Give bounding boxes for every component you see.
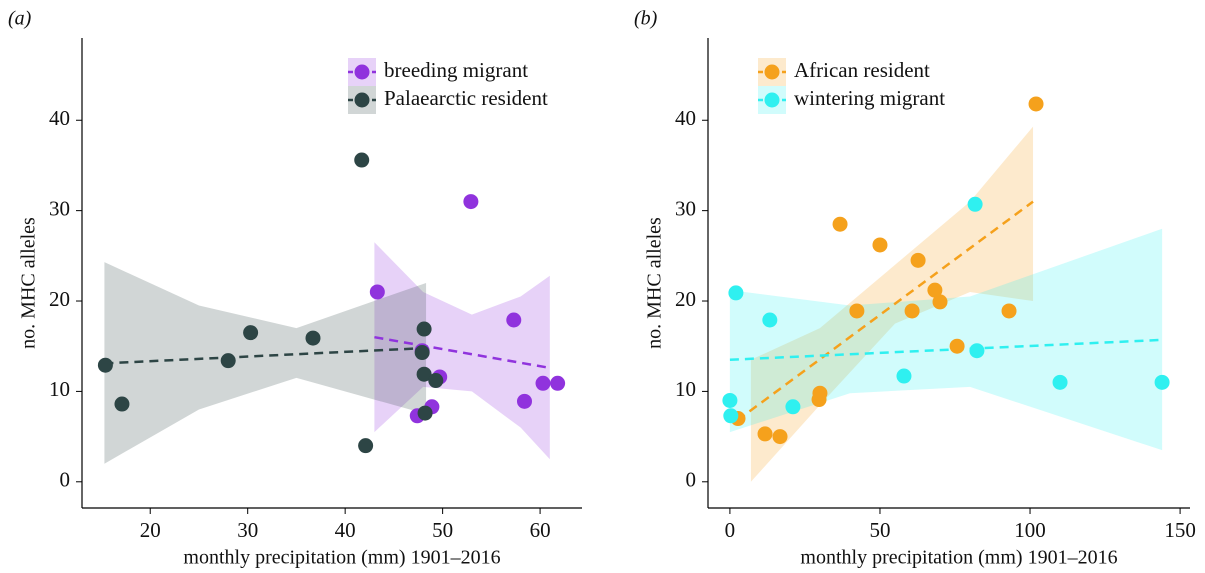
data-point — [243, 325, 259, 341]
data-point — [872, 237, 888, 253]
data-point — [114, 396, 130, 412]
x-tick-label: 60 — [530, 518, 551, 542]
data-point — [535, 375, 551, 391]
data-point — [305, 330, 321, 346]
confidence-band — [104, 262, 427, 464]
data-point — [1052, 374, 1068, 390]
legend-key-point — [354, 92, 370, 108]
data-point — [1028, 96, 1044, 112]
y-tick-label: 30 — [675, 196, 696, 220]
data-point — [785, 399, 801, 415]
confidence-band — [374, 242, 550, 460]
data-point — [516, 393, 532, 409]
y-tick-label: 40 — [675, 106, 696, 130]
y-tick-label: 20 — [49, 287, 70, 311]
data-point — [932, 294, 948, 310]
data-point — [949, 338, 965, 354]
legend-key-point — [354, 64, 370, 80]
trend-line — [104, 346, 427, 365]
y-tick-label: 10 — [675, 377, 696, 401]
data-point — [463, 194, 479, 210]
data-point — [927, 282, 943, 298]
trend-line — [729, 338, 1163, 362]
data-point — [220, 353, 236, 369]
data-point — [417, 405, 433, 421]
data-point — [969, 343, 985, 359]
legend-key-point — [764, 92, 780, 108]
data-point — [354, 152, 370, 168]
x-tick-label: 50 — [869, 518, 890, 542]
data-point — [722, 392, 738, 408]
data-point — [416, 366, 432, 382]
x-axis-title: monthly precipitation (mm) 1901–2016 — [183, 547, 500, 569]
data-point — [1154, 374, 1170, 390]
y-tick-label: 20 — [675, 287, 696, 311]
y-tick-label: 40 — [49, 106, 70, 130]
data-point — [762, 312, 778, 328]
data-point — [428, 373, 444, 389]
y-tick-label: 30 — [49, 196, 70, 220]
legend-label: African resident — [794, 58, 930, 82]
data-point — [812, 385, 828, 401]
data-point — [369, 284, 385, 300]
data-point — [896, 368, 912, 384]
y-tick-label: 0 — [686, 468, 697, 492]
legend-label: breeding migrant — [384, 58, 528, 82]
data-point — [550, 375, 566, 391]
panel: (a) 0 10 20 30 40 20 30 40 50 60 monthly precipitat… — [8, 8, 582, 569]
data-point — [416, 321, 432, 337]
data-point — [506, 312, 522, 328]
data-point — [414, 345, 430, 361]
legend-label: Palaearctic resident — [384, 86, 548, 110]
data-point — [757, 426, 773, 442]
panel-label: (a) — [8, 8, 32, 30]
x-tick-label: 30 — [237, 518, 258, 542]
data-point — [728, 285, 744, 301]
data-point — [1001, 303, 1017, 319]
x-tick-label: 50 — [432, 518, 453, 542]
data-point — [967, 196, 983, 212]
panel: (b) 0 10 20 30 40 0 50 100 150 monthly precipitati… — [634, 8, 1196, 569]
x-tick-label: 150 — [1164, 518, 1196, 542]
data-point — [358, 438, 374, 454]
x-tick-label: 20 — [140, 518, 161, 542]
x-axis-title: monthly precipitation (mm) 1901–2016 — [800, 547, 1117, 569]
x-tick-label: 40 — [335, 518, 356, 542]
data-point — [97, 357, 113, 373]
data-point — [904, 303, 920, 319]
x-tick-label: 0 — [725, 518, 736, 542]
data-point — [910, 252, 926, 268]
y-tick-label: 0 — [60, 468, 71, 492]
legend-key-point — [764, 64, 780, 80]
legend-label: wintering migrant — [794, 86, 945, 110]
y-axis-title: no. MHC alleles — [644, 217, 666, 349]
data-point — [723, 408, 739, 424]
x-tick-label: 100 — [1014, 518, 1046, 542]
confidence-band — [729, 228, 1163, 451]
data-point — [849, 303, 865, 319]
panel-label: (b) — [634, 8, 658, 30]
data-point — [772, 429, 788, 445]
data-point — [832, 216, 848, 232]
y-axis-title: no. MHC alleles — [18, 217, 40, 349]
trend-line — [736, 200, 1034, 422]
y-tick-label: 10 — [49, 377, 70, 401]
